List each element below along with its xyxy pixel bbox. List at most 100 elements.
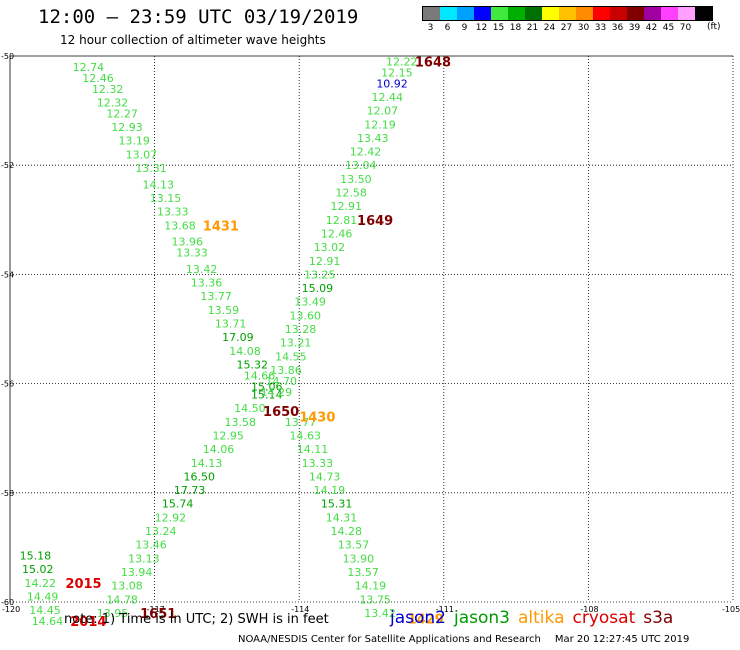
wave-height-value: 10.92 — [376, 77, 408, 90]
wave-height-value: 16.50 — [184, 470, 216, 483]
wave-height-value: 13.60 — [290, 309, 322, 322]
wave-height-value: 17.09 — [222, 331, 254, 344]
legend-swatch — [593, 7, 610, 20]
legend-label: 24 — [543, 23, 556, 33]
wave-height-value: 13.77 — [285, 416, 317, 429]
map-subtitle: 12 hour collection of altimeter wave hei… — [60, 33, 326, 47]
wave-height-value: 14.13 — [191, 457, 223, 470]
wave-height-value: 12.91 — [331, 200, 363, 213]
wave-height-value: 13.71 — [215, 318, 247, 331]
wave-height-value: 13.94 — [121, 566, 153, 579]
wave-height-value: 17.73 — [174, 484, 206, 497]
wave-height-value: 13.08 — [111, 580, 143, 593]
satellite-name: jason2 — [390, 608, 446, 628]
pass-time-label: 1431 — [203, 219, 239, 234]
lon-tick-label: -111 — [436, 605, 454, 614]
wave-height-value: 14.31 — [326, 511, 358, 524]
legend-swatch — [661, 7, 678, 20]
wave-height-value: 13.19 — [118, 135, 150, 148]
legend-label: 9 — [461, 23, 468, 33]
lat-tick-label: -56 — [1, 380, 14, 389]
wave-height-value: 13.86 — [270, 364, 302, 377]
pass-time-labels: 1648 1431 1649 1650 1430 1651 2015 2014 1429 — [65, 55, 451, 630]
lat-tick-label: -50 — [1, 52, 14, 61]
wave-height-value: 14.70 — [265, 375, 297, 388]
satellite-name: cryosat — [572, 608, 636, 628]
wave-height-value: 14.28 — [331, 525, 363, 538]
wave-height-value: 13.42 — [186, 263, 218, 276]
pass-time-label: 1649 — [357, 214, 393, 229]
legend-swatch — [542, 7, 559, 20]
wave-height-value: 15.18 — [20, 550, 52, 563]
legend-swatch — [559, 7, 576, 20]
wave-height-value: 12.81 — [326, 214, 358, 227]
satellite-legend: jason2 jason3 altika cryosat s3a — [390, 608, 681, 628]
wave-height-value: 13.58 — [224, 416, 256, 429]
wave-height-value: 14.11 — [297, 443, 329, 456]
wave-height-value: 12.22 — [386, 55, 418, 68]
wave-height-value: 15.14 — [251, 389, 283, 402]
wave-height-value: 13.77 — [200, 290, 232, 303]
wave-height-value: 14.29 — [261, 386, 293, 399]
satellite-name: altika — [518, 608, 565, 628]
wave-height-value: 14.13 — [143, 178, 175, 191]
legend-labels: 3 6 9 12 15 18 21 24 27 30 33 36 39 42 45 70 — [422, 23, 713, 33]
footer-note: note: 1) Time is in UTC; 2) SWH is in fe… — [64, 612, 329, 627]
wave-height-labels: 12.7412.4612.3212.3212.2712.9313.1913.07… — [20, 55, 418, 628]
wave-height-value: 12.91 — [309, 255, 341, 268]
legend-swatch — [474, 7, 491, 20]
legend-label: 39 — [628, 23, 641, 33]
wave-height-value: 12.95 — [212, 429, 244, 442]
legend-swatch — [678, 7, 695, 20]
legend-swatch — [457, 7, 474, 20]
satellite-name: jason3 — [454, 608, 510, 628]
wave-height-value: 15.09 — [302, 282, 334, 295]
wave-height-value: 13.43 — [357, 132, 389, 145]
credit-text: NOAA/NESDIS Center for Satellite Applica… — [238, 634, 541, 645]
legend-label: 27 — [560, 23, 573, 33]
wave-height-value: 12.46 — [82, 72, 114, 85]
legend-label: 45 — [662, 23, 675, 33]
wave-height-value: 12.07 — [367, 105, 399, 118]
legend-swatch — [508, 7, 525, 20]
legend-label: 30 — [577, 23, 590, 33]
wave-height-value: 12.15 — [381, 66, 413, 79]
credit-line: NOAA/NESDIS Center for Satellite Applica… — [238, 634, 689, 645]
legend-label: 21 — [526, 23, 539, 33]
wave-height-value: 14.73 — [309, 470, 341, 483]
legend-label: 18 — [509, 23, 522, 33]
wave-height-value: 13.57 — [347, 566, 379, 579]
wave-height-value: 13.46 — [135, 539, 167, 552]
wave-height-value: 13.33 — [157, 206, 189, 219]
legend-label: 12 — [475, 23, 488, 33]
wave-height-value: 14.19 — [314, 484, 346, 497]
wave-height-value: 13.50 — [340, 173, 372, 186]
wave-height-value: 13.04 — [345, 159, 377, 172]
wave-height-value: 13.95 — [97, 607, 129, 620]
pass-time-label: 1648 — [415, 55, 451, 70]
lat-tick-label: -52 — [1, 161, 14, 170]
wave-height-value: 14.45 — [29, 604, 60, 617]
wave-height-value: 13.68 — [164, 219, 196, 232]
wave-height-value: 14.08 — [229, 345, 261, 358]
lon-tick-label: -114 — [291, 605, 309, 614]
lon-tick-label: -117 — [147, 605, 165, 614]
wave-height-value: 13.15 — [150, 192, 182, 205]
wave-height-value: 14.22 — [24, 577, 56, 590]
wave-height-value: 14.06 — [203, 443, 235, 456]
lat-tick-label: -60 — [1, 598, 14, 607]
lon-tick-label: -120 — [2, 605, 20, 614]
wave-height-value: 14.63 — [290, 429, 322, 442]
wave-height-value: 13.07 — [126, 148, 157, 161]
map-grid — [9, 55, 734, 603]
legend-swatch — [491, 7, 508, 20]
wave-height-value: 14.78 — [106, 593, 137, 606]
wave-height-value: 14.55 — [275, 350, 307, 363]
wave-height-value: 13.49 — [294, 296, 326, 309]
axis-labels: -50 -52 -54 -56 -58 -60-120 -117 -114 -111 -108 -1… — [1, 52, 740, 614]
legend-swatches — [422, 6, 713, 21]
wave-height-value: 12.19 — [364, 118, 396, 131]
wave-height-value: 13.75 — [359, 593, 391, 606]
wave-height-value: 13.13 — [128, 552, 160, 565]
